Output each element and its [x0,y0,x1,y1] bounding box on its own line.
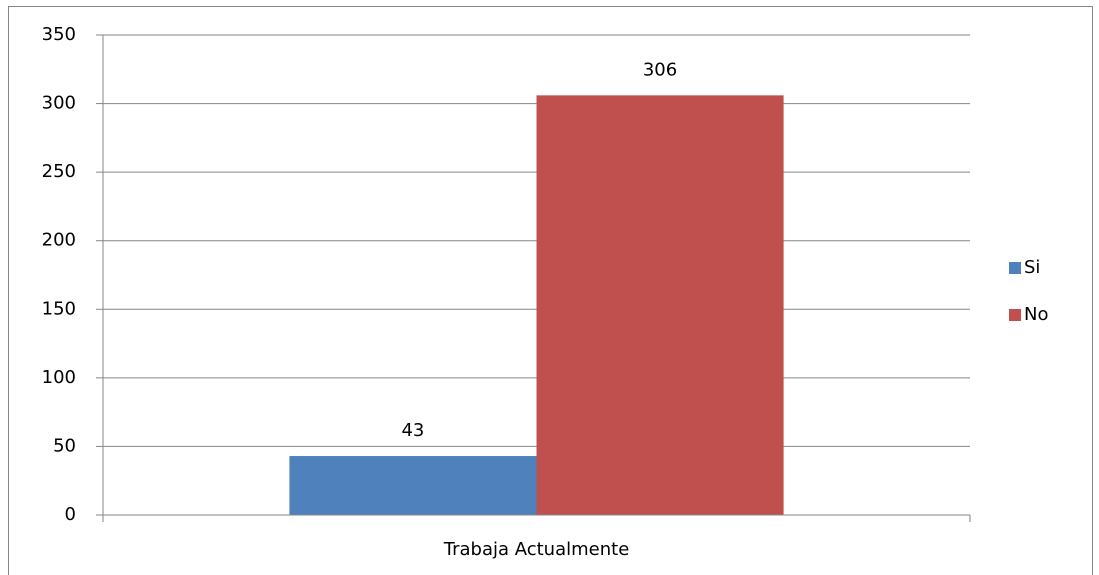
legend-swatch [1009,309,1021,321]
y-tick-label: 350 [42,24,76,45]
y-tick-label: 100 [42,367,76,388]
x-tick-label: Trabaja Actualmente [443,539,630,560]
y-tick-label: 150 [42,298,76,319]
bar [289,456,537,515]
legend-swatch [1009,262,1021,274]
y-tick-label: 50 [53,435,76,456]
data-label: 306 [643,59,677,80]
legend-label: Si [1024,257,1040,278]
y-tick-label: 200 [42,230,76,251]
y-tick-label: 250 [42,161,76,182]
bar [536,95,784,515]
legend-label: No [1024,304,1048,325]
y-tick-label: 300 [42,93,76,114]
chart-border [8,6,1093,575]
y-tick-label: 0 [65,504,76,525]
data-label: 43 [401,420,424,441]
